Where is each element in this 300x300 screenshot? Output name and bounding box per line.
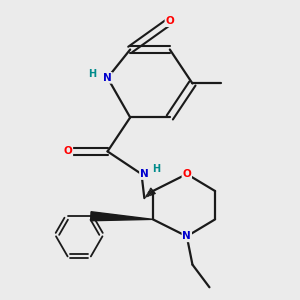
Text: N: N xyxy=(182,231,191,241)
Text: O: O xyxy=(64,146,72,156)
Text: H: H xyxy=(152,164,160,174)
Text: O: O xyxy=(182,169,191,179)
Text: N: N xyxy=(103,73,112,83)
Polygon shape xyxy=(91,212,153,221)
Text: N: N xyxy=(140,169,149,179)
Text: O: O xyxy=(165,16,174,26)
Text: H: H xyxy=(88,69,96,79)
